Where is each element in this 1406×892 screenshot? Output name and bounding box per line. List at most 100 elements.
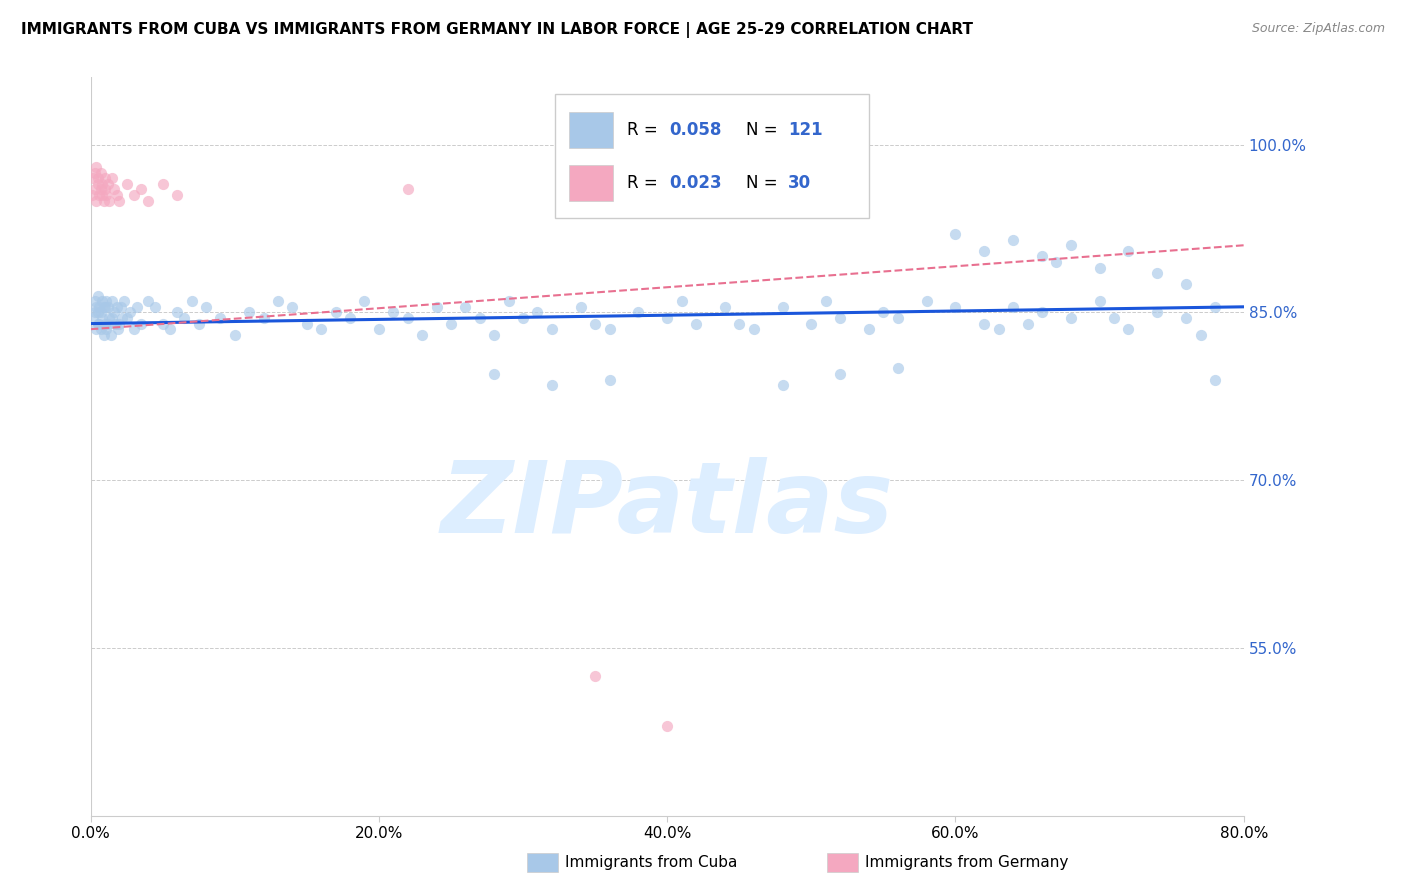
Point	[115, 177, 138, 191]
Point	[87, 317, 110, 331]
Point	[426, 300, 449, 314]
Point	[91, 177, 114, 191]
Point	[101, 294, 124, 309]
Point	[105, 188, 128, 202]
Point	[91, 294, 114, 309]
Point	[84, 165, 107, 179]
Point	[512, 311, 534, 326]
Point	[1088, 294, 1111, 309]
Text: R =: R =	[627, 121, 662, 139]
Point	[87, 288, 110, 302]
Bar	[569, 165, 613, 201]
Point	[526, 305, 548, 319]
Point	[887, 361, 910, 376]
Point	[1189, 327, 1212, 342]
Point	[353, 294, 375, 309]
Point	[103, 305, 125, 319]
Point	[772, 300, 794, 314]
Point	[945, 227, 967, 241]
Point	[714, 300, 737, 314]
Point	[80, 188, 103, 202]
Point	[94, 317, 117, 331]
Point	[82, 311, 104, 326]
Point	[295, 317, 318, 331]
Point	[742, 322, 765, 336]
Point	[129, 317, 152, 331]
Point	[166, 305, 188, 319]
Point	[1118, 322, 1140, 336]
Point	[209, 311, 232, 326]
Point	[98, 311, 121, 326]
Point	[1118, 244, 1140, 258]
Point	[1031, 305, 1053, 319]
Point	[97, 300, 120, 314]
Point	[1204, 372, 1226, 386]
Point	[89, 300, 111, 314]
Point	[484, 367, 506, 381]
Point	[367, 322, 389, 336]
Point	[728, 317, 751, 331]
Point	[396, 182, 419, 196]
Text: IMMIGRANTS FROM CUBA VS IMMIGRANTS FROM GERMANY IN LABOR FORCE | AGE 25-29 CORRE: IMMIGRANTS FROM CUBA VS IMMIGRANTS FROM …	[21, 22, 973, 38]
Point	[1175, 277, 1198, 292]
Point	[671, 294, 693, 309]
Point	[108, 317, 131, 331]
Point	[396, 311, 419, 326]
Point	[583, 317, 606, 331]
Point	[1060, 311, 1083, 326]
Text: R =: R =	[627, 174, 662, 192]
Point	[86, 160, 108, 174]
Point	[187, 317, 209, 331]
Point	[945, 300, 967, 314]
Point	[987, 322, 1010, 336]
Point	[84, 305, 107, 319]
Text: 0.058: 0.058	[669, 121, 721, 139]
Point	[1060, 238, 1083, 252]
Point	[772, 378, 794, 392]
Point	[858, 322, 880, 336]
Point	[194, 300, 217, 314]
Point	[1002, 233, 1025, 247]
Point	[1088, 260, 1111, 275]
Point	[93, 194, 115, 208]
Point	[973, 244, 995, 258]
Point	[122, 322, 145, 336]
Point	[110, 300, 132, 314]
Point	[136, 294, 159, 309]
Point	[1146, 305, 1168, 319]
Text: N =: N =	[745, 121, 783, 139]
Bar	[569, 112, 613, 147]
Point	[97, 177, 120, 191]
Point	[830, 311, 852, 326]
Point	[105, 300, 128, 314]
Point	[541, 322, 564, 336]
Text: N =: N =	[745, 174, 783, 192]
Point	[252, 311, 274, 326]
Point	[84, 182, 107, 196]
Point	[498, 294, 520, 309]
Point	[112, 294, 135, 309]
Point	[569, 300, 592, 314]
Point	[96, 294, 118, 309]
Point	[152, 177, 174, 191]
Point	[484, 327, 506, 342]
Point	[91, 311, 114, 326]
Point	[541, 378, 564, 392]
Point	[814, 294, 837, 309]
Point	[82, 171, 104, 186]
Point	[1175, 311, 1198, 326]
Text: 121: 121	[789, 121, 823, 139]
Point	[86, 322, 108, 336]
Point	[973, 317, 995, 331]
Point	[129, 182, 152, 196]
Point	[159, 322, 181, 336]
Point	[309, 322, 332, 336]
Point	[657, 719, 679, 733]
Point	[90, 182, 112, 196]
Point	[468, 311, 491, 326]
Point	[86, 300, 108, 314]
Point	[180, 294, 202, 309]
Point	[91, 188, 114, 202]
Point	[101, 311, 124, 326]
Point	[87, 305, 110, 319]
